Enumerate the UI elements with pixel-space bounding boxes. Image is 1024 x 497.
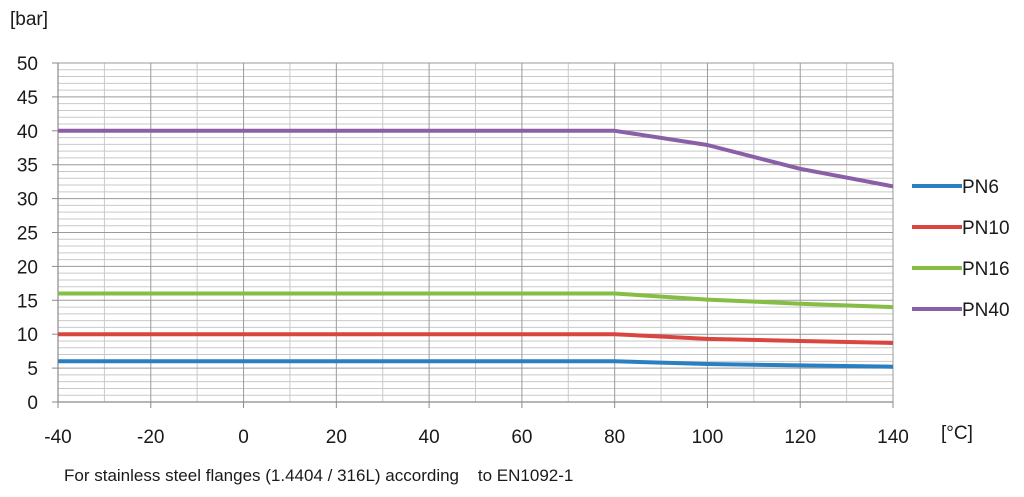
y-tick-label: 50 — [17, 54, 38, 75]
chart-caption: For stainless steel flanges (1.4404 / 31… — [64, 466, 574, 485]
x-tick-label: -40 — [44, 427, 71, 448]
x-tick-label: 100 — [692, 427, 724, 448]
legend-label-pn6: PN6 — [962, 177, 999, 198]
x-tick-label: 120 — [784, 427, 816, 448]
x-tick-label: 40 — [419, 427, 440, 448]
x-tick-label: -20 — [137, 427, 164, 448]
legend-label-pn10: PN10 — [962, 218, 1010, 239]
x-tick-label: 80 — [604, 427, 625, 448]
x-tick-label: 60 — [511, 427, 532, 448]
y-tick-label: 45 — [17, 88, 38, 109]
x-axis-label: [°C] — [941, 423, 973, 444]
y-tick-label: 30 — [17, 190, 38, 211]
x-tick-label: 0 — [238, 427, 249, 448]
tick-labels: 0 5 10 15 20 25 30 35 40 45 50 -40 -20 0 20 40 60 80 100 12… — [17, 54, 909, 448]
y-tick-label: 25 — [17, 224, 38, 245]
series-lines — [58, 128, 894, 369]
series-line-pn16 — [58, 291, 894, 310]
legend: PN6 PN10 PN16 PN40 — [912, 177, 1010, 321]
legend-label-pn16: PN16 — [962, 259, 1010, 280]
axes — [52, 62, 894, 408]
y-tick-label: 20 — [17, 257, 38, 278]
y-tick-label: 35 — [17, 156, 38, 177]
y-tick-label: 0 — [27, 393, 38, 414]
y-axis-label: [bar] — [10, 9, 49, 30]
x-tick-label: 140 — [877, 427, 909, 448]
legend-label-pn40: PN40 — [962, 300, 1010, 321]
chart-plot: 0 5 10 15 20 25 30 35 40 45 50 -40 -20 0 20 40 60 80 100 12… — [17, 54, 1010, 448]
series-line-pn10 — [58, 332, 894, 345]
x-tick-label: 20 — [326, 427, 347, 448]
series-line-pn6 — [58, 359, 894, 369]
series-line-pn40 — [58, 128, 894, 189]
y-tick-label: 15 — [17, 291, 38, 312]
y-tick-label: 40 — [17, 122, 38, 143]
y-tick-label: 5 — [27, 359, 38, 380]
y-tick-label: 10 — [17, 325, 38, 346]
